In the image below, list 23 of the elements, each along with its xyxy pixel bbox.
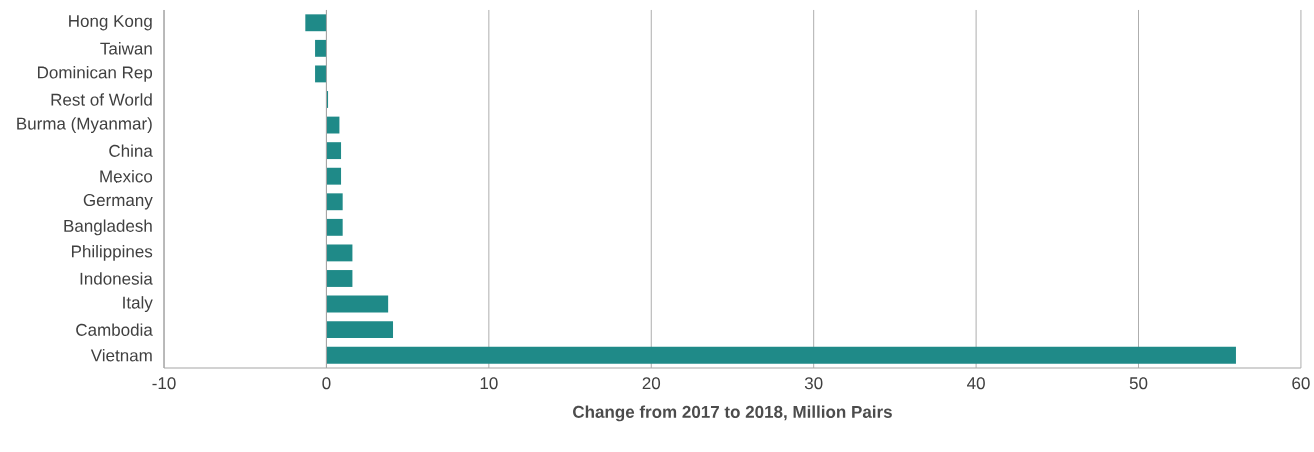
- y-tick-label: Hong Kong: [69, 15, 152, 31]
- y-tick-label: Burma (Myanmar): [17, 117, 152, 133]
- x-tick-label: 40: [967, 377, 985, 390]
- y-tick-label: Germany: [83, 194, 153, 210]
- y-tick-label: Dominican Rep: [37, 66, 153, 82]
- x-tick-label: -10: [152, 377, 176, 390]
- y-tick-label: Rest of World: [51, 93, 152, 106]
- y-tick-label: Bangladesh: [64, 219, 152, 236]
- y-tick-label: Philippines: [71, 245, 153, 261]
- y-tick-label: China: [109, 144, 153, 157]
- x-tick-label: 20: [642, 377, 661, 390]
- y-tick-label: Vietnam: [90, 348, 152, 362]
- x-tick-label: 10: [480, 377, 498, 390]
- y-tick-label: Italy: [123, 296, 153, 312]
- y-tick-label: Taiwan: [100, 42, 152, 55]
- y-tick-label: Mexico: [100, 169, 153, 183]
- x-tick-label: 30: [804, 377, 823, 390]
- x-tick-label: 0: [322, 377, 331, 390]
- x-axis-title: Change from 2017 to 2018, Million Pairs: [573, 405, 892, 422]
- x-tick-label: 50: [1129, 377, 1148, 390]
- y-tick-label: Cambodia: [76, 323, 153, 336]
- y-tick-label: Indonesia: [80, 272, 153, 285]
- x-tick-label: 60: [1292, 377, 1310, 390]
